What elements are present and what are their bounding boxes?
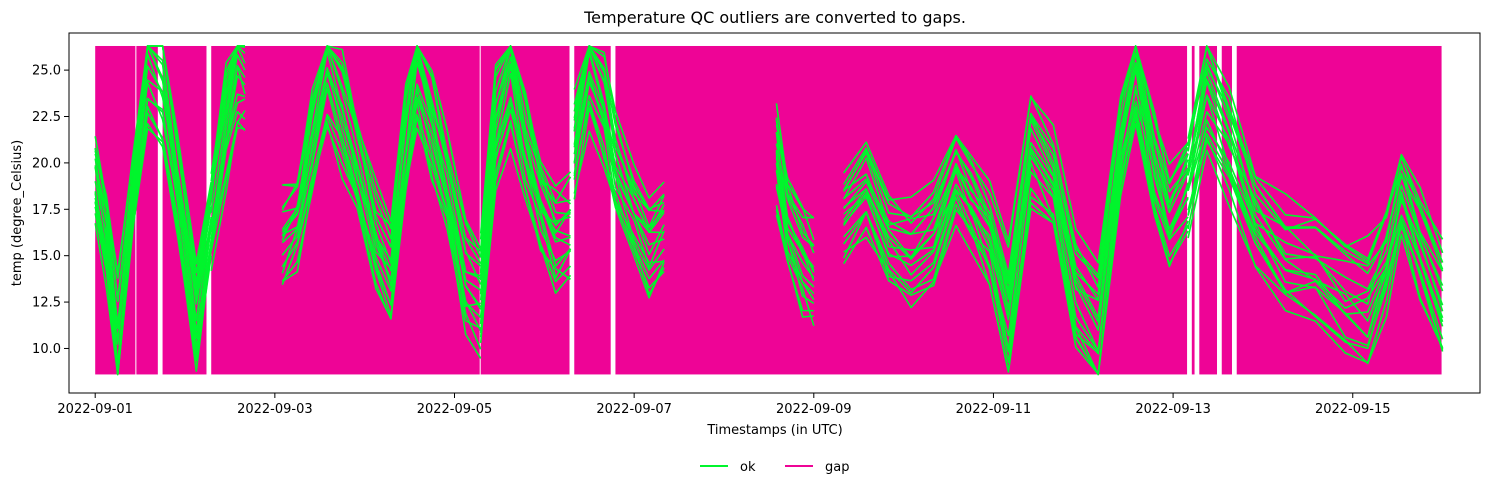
ok-line-7-12 <box>1187 62 1444 272</box>
y-tick-label-2: 15.0 <box>32 249 61 264</box>
ok-line-7-9 <box>1187 78 1444 312</box>
y-tick-label-1: 12.5 <box>32 296 61 311</box>
ok-line-4-6 <box>573 81 665 269</box>
x-tick-label-4: 2022-09-09 <box>776 402 852 417</box>
ok-line-1-7 <box>210 65 246 233</box>
ok-line-6-17 <box>843 45 1189 264</box>
ok-line-3-12 <box>479 48 571 272</box>
ok-line-6-1 <box>843 116 1189 375</box>
ok-line-3-7 <box>479 72 571 294</box>
plot-area <box>68 32 1481 394</box>
ok-line-2-9 <box>281 61 482 281</box>
ok-line-7-11 <box>1187 71 1444 290</box>
ok-line-2-15 <box>281 45 482 258</box>
y-axis-label: temp (degree_Celsius) <box>10 140 25 286</box>
ok-line-5-16 <box>775 119 814 219</box>
ok-line-4-7 <box>573 70 665 246</box>
ok-line-2-17 <box>282 45 482 250</box>
ok-line-5-12 <box>775 143 815 248</box>
y-tick-label-3: 17.5 <box>32 203 61 218</box>
legend-label-gap: gap <box>825 460 849 475</box>
ok-line-4-17 <box>573 45 665 199</box>
ok-line-5-6 <box>775 162 815 295</box>
ok-line-4-1 <box>573 107 665 299</box>
x-tick-label-3: 2022-09-07 <box>596 402 672 417</box>
y-tick-label-6: 25.0 <box>32 64 61 79</box>
ok-line-3-13 <box>479 45 572 274</box>
legend-label-ok: ok <box>740 460 756 475</box>
gap-band-3 <box>211 45 480 375</box>
chart-title: Temperature QC outliers are converted to… <box>583 8 966 27</box>
ok-line-1-3 <box>210 110 246 250</box>
ok-line-5-5 <box>775 186 815 288</box>
x-axis: 2022-09-01 2022-09-03 2022-09-05 2022-09-07… <box>57 393 1391 417</box>
y-tick-label-5: 22.5 <box>32 110 61 125</box>
ok-line-4-3 <box>573 101 665 280</box>
ok-line-6-3 <box>842 114 1189 376</box>
ok-line-5-17 <box>775 103 815 219</box>
ok-line-3-2 <box>479 123 572 334</box>
x-tick-label-0: 2022-09-01 <box>57 402 133 417</box>
ok-line-7-17 <box>1187 45 1444 254</box>
gap-band-9 <box>1221 45 1232 375</box>
ok-line-3-17 <box>479 45 572 234</box>
ok-series <box>94 45 1444 376</box>
ok-line-2-2 <box>281 101 482 329</box>
ok-line-0-17 <box>94 45 212 274</box>
ok-line-1-1 <box>210 126 246 251</box>
y-axis: 10.0 12.5 15.0 17.5 20.0 22.5 25.0 <box>32 64 69 357</box>
ok-line-4-8 <box>573 74 665 256</box>
ok-line-3-10 <box>479 66 572 277</box>
legend: ok gap <box>700 460 849 475</box>
ok-line-7-4 <box>1187 119 1444 340</box>
plot-frame <box>68 32 1481 394</box>
gap-band-1 <box>136 45 158 375</box>
ok-line-5-2 <box>775 205 815 327</box>
ok-line-1-8 <box>210 65 246 231</box>
x-tick-label-2: 2022-09-05 <box>417 402 493 417</box>
ok-line-7-0 <box>1187 149 1444 365</box>
x-axis-label: Timestamps (in UTC) <box>706 423 842 438</box>
ok-line-3-0 <box>479 148 572 338</box>
x-tick-label-5: 2022-09-11 <box>956 402 1032 417</box>
x-tick-label-7: 2022-09-15 <box>1315 402 1391 417</box>
gap-band-7 <box>1191 45 1195 375</box>
ok-line-7-8 <box>1187 94 1444 319</box>
ok-line-4-4 <box>573 95 665 264</box>
ok-line-5-1 <box>775 209 814 312</box>
ok-line-1-2 <box>210 110 246 241</box>
ok-line-7-3 <box>1187 140 1444 350</box>
x-tick-label-6: 2022-09-13 <box>1135 402 1211 417</box>
ok-line-7-15 <box>1187 45 1444 265</box>
x-tick-label-1: 2022-09-03 <box>237 402 313 417</box>
ok-line-5-11 <box>775 132 815 271</box>
ok-line-1-17 <box>210 45 245 182</box>
y-tick-label-4: 20.0 <box>32 156 61 171</box>
y-tick-label-0: 10.0 <box>32 342 61 357</box>
ok-line-1-10 <box>210 45 246 213</box>
